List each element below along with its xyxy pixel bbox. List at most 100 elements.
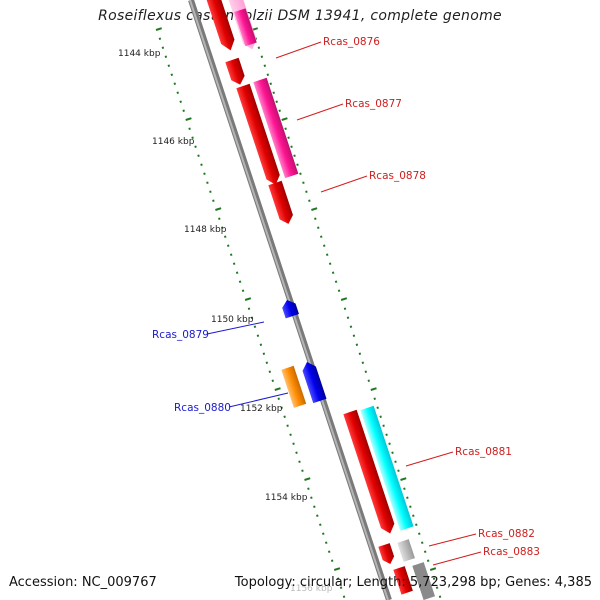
gene-label-rcas-0882[interactable]: Rcas_0882 <box>478 528 535 540</box>
minor-tick-mark <box>173 82 177 85</box>
minor-tick-mark <box>435 586 439 589</box>
minor-tick-mark <box>352 334 356 337</box>
minor-tick-mark <box>161 46 165 49</box>
gene-label-rcas-0881[interactable]: Rcas_0881 <box>455 446 512 458</box>
feature-rcas-0877-pink-block <box>253 77 299 179</box>
gene-label-rcas-0880[interactable]: Rcas_0880 <box>174 402 231 414</box>
major-tick-mark <box>333 567 341 571</box>
minor-tick-mark <box>322 532 325 535</box>
scale-tick-labels: 1144 kbp 1146 kbp 1148 kbp 1150 kbp 1152… <box>118 49 333 594</box>
feature-rcas-0881-red-block <box>343 409 395 534</box>
feature-rcas-0884-block <box>393 566 413 595</box>
minor-tick-mark <box>334 280 338 283</box>
minor-tick-mark <box>293 154 296 157</box>
major-tick-mark <box>304 477 311 481</box>
minor-tick-mark <box>346 316 350 319</box>
minor-tick-mark <box>269 82 273 85</box>
minor-tick-mark <box>203 172 206 175</box>
minor-tick-mark <box>268 370 272 373</box>
minor-tick-mark <box>373 397 376 400</box>
minor-tick-mark <box>322 244 326 247</box>
minor-tick-mark <box>289 433 292 436</box>
minor-tick-mark <box>316 514 319 517</box>
minor-tick-mark <box>319 523 322 526</box>
minor-tick-mark <box>415 523 418 526</box>
minor-tick-mark <box>170 73 174 76</box>
tick-label-1150: 1150 kbp <box>211 315 254 325</box>
minor-tick-mark <box>299 172 302 175</box>
minor-tick-mark <box>286 424 289 427</box>
minor-tick-mark <box>241 289 245 292</box>
major-tick-mark <box>274 387 281 391</box>
minor-tick-mark <box>229 253 233 256</box>
major-tick-mark <box>155 27 163 31</box>
minor-tick-mark <box>305 190 308 193</box>
feature-rcas-0877-red-block <box>236 83 280 185</box>
minor-tick-mark <box>262 352 266 355</box>
major-tick-mark <box>244 297 252 301</box>
minor-tick-mark <box>221 226 224 229</box>
gene-label-rcas-0883[interactable]: Rcas_0883 <box>483 546 540 558</box>
minor-tick-mark <box>194 145 197 148</box>
minor-tick-mark <box>226 244 230 247</box>
minor-tick-mark <box>379 415 382 418</box>
minor-tick-mark <box>394 460 397 463</box>
minor-tick-mark <box>295 451 298 454</box>
tick-label-1148: 1148 kbp <box>184 225 227 235</box>
minor-tick-mark <box>275 100 278 103</box>
minor-tick-mark <box>308 199 311 202</box>
minor-tick-mark <box>385 433 388 436</box>
gene-label-rcas-0877[interactable]: Rcas_0877 <box>345 98 402 110</box>
minor-tick-mark <box>327 550 331 553</box>
tick-label-1146: 1146 kbp <box>152 137 195 147</box>
minor-tick-mark <box>409 505 412 508</box>
minor-tick-mark <box>238 280 242 283</box>
minor-tick-mark <box>432 577 436 580</box>
minor-tick-mark <box>209 190 212 193</box>
feature-rcas-0882-block <box>378 543 395 564</box>
minor-tick-mark <box>167 64 171 67</box>
gene-label-rcas-0878[interactable]: Rcas_0878 <box>369 170 426 182</box>
minor-tick-mark <box>301 469 304 472</box>
leader-line-rcas-0883 <box>432 551 482 566</box>
feature-rcas-0881-cyan-block <box>360 405 414 531</box>
minor-tick-mark <box>412 514 415 517</box>
minor-tick-mark <box>176 91 179 94</box>
minor-tick-mark <box>317 226 320 229</box>
minor-tick-mark <box>298 460 301 463</box>
minor-tick-mark <box>418 532 421 535</box>
minor-tick-mark <box>265 361 269 364</box>
minor-tick-mark <box>426 559 430 562</box>
minor-tick-mark <box>376 406 379 409</box>
minor-tick-mark <box>342 595 346 598</box>
minor-tick-mark <box>191 136 194 139</box>
feature-rcas-0880-orange-block <box>281 365 307 408</box>
minor-tick-mark <box>349 325 353 328</box>
minor-tick-mark <box>397 469 400 472</box>
minor-tick-mark <box>188 127 191 130</box>
minor-tick-mark <box>361 361 365 364</box>
minor-tick-mark <box>296 163 299 166</box>
minor-tick-mark <box>206 181 209 184</box>
minor-tick-mark <box>302 181 305 184</box>
minor-tick-mark <box>292 442 295 445</box>
scale-tick-marks <box>155 27 442 598</box>
minor-tick-mark <box>284 127 287 130</box>
tick-label-1144: 1144 kbp <box>118 49 161 59</box>
minor-tick-mark <box>325 253 329 256</box>
tick-label-1154: 1154 kbp <box>265 493 308 503</box>
minor-tick-mark <box>391 451 394 454</box>
minor-tick-mark <box>314 217 317 220</box>
minor-tick-mark <box>382 424 385 427</box>
minor-tick-mark <box>280 406 283 409</box>
minor-tick-mark <box>313 505 316 508</box>
gene-label-rcas-0879[interactable]: Rcas_0879 <box>152 329 209 341</box>
tick-label-1152: 1152 kbp <box>240 404 283 414</box>
major-tick-mark <box>311 207 318 211</box>
minor-tick-mark <box>307 487 310 490</box>
leader-line-rcas-0881 <box>405 451 454 467</box>
gene-label-rcas-0876[interactable]: Rcas_0876 <box>323 36 380 48</box>
minor-tick-mark <box>182 109 185 112</box>
